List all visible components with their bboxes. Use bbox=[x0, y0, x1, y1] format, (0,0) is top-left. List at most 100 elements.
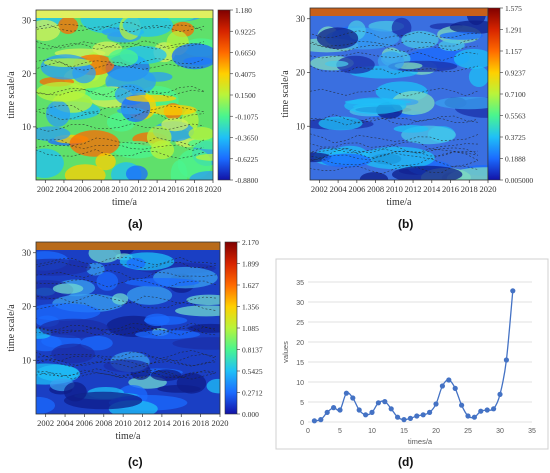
heatmap-blob bbox=[126, 285, 173, 305]
contour-line bbox=[36, 294, 217, 304]
x-tick-label: 2008 bbox=[93, 184, 110, 194]
y-tick-label: 30 bbox=[296, 300, 304, 307]
line-chart-d: 0 5 10 15 20 25 30 35 0 5 10 15 20 25 30 35 times/a value… bbox=[275, 258, 549, 450]
heatmap-blob bbox=[43, 58, 93, 68]
contour-line bbox=[310, 141, 479, 150]
heatmap-blob bbox=[124, 278, 200, 287]
y-tick-label: 10 bbox=[296, 380, 304, 387]
x-tick-label: 2014 bbox=[423, 184, 441, 194]
y-tick-label: 5 bbox=[300, 400, 304, 407]
heatmap-blob bbox=[321, 153, 372, 168]
heatmap-blob bbox=[449, 20, 488, 34]
caption-c: (c) bbox=[128, 455, 143, 469]
contour-line bbox=[36, 322, 217, 331]
y-tick-label: 20 bbox=[296, 68, 306, 78]
data-point bbox=[375, 400, 381, 406]
colorbar-label: 0.9225 bbox=[235, 27, 256, 36]
contour-line bbox=[36, 24, 205, 33]
y-tick-label: 20 bbox=[296, 340, 304, 347]
y-axis-label: time scale/a bbox=[6, 304, 17, 352]
data-point bbox=[510, 288, 516, 294]
caption-a: (a) bbox=[128, 217, 143, 231]
heatmap-blob bbox=[157, 384, 201, 393]
contour-line bbox=[310, 65, 479, 75]
colorbar-label: 0.1888 bbox=[505, 155, 526, 164]
y-tick-label: 10 bbox=[22, 355, 32, 365]
heatmap-blob bbox=[58, 16, 79, 35]
colorbar-label: 1.356 bbox=[242, 303, 259, 312]
colorbar-c bbox=[224, 241, 238, 415]
heatmap-blob bbox=[359, 172, 389, 180]
x-tick-label: 2002 bbox=[311, 184, 328, 194]
x-tick-label: 25 bbox=[464, 428, 472, 435]
data-point bbox=[491, 406, 497, 412]
heatmap-blob bbox=[63, 382, 87, 402]
x-tick-label: 2008 bbox=[95, 418, 112, 428]
colorbar-label: 1.085 bbox=[242, 324, 259, 333]
heatmap-blob bbox=[51, 343, 95, 364]
heatmap-blob bbox=[172, 337, 220, 350]
colorbar-label: 1.575 bbox=[505, 4, 522, 13]
heatmap-blob bbox=[143, 316, 188, 326]
data-point bbox=[337, 407, 343, 413]
data-point bbox=[452, 385, 458, 391]
contour-line bbox=[36, 42, 205, 50]
colorbar-label: 0.000 bbox=[242, 410, 259, 419]
contour-line bbox=[36, 123, 205, 132]
plot-frame-c bbox=[35, 241, 221, 415]
data-point bbox=[311, 418, 317, 424]
x-tick-label: 2004 bbox=[57, 418, 75, 428]
heatmap-blob bbox=[135, 330, 201, 340]
heatmap-blob bbox=[150, 369, 182, 381]
contour-line bbox=[310, 148, 479, 159]
data-point bbox=[439, 383, 445, 389]
heatmap-blob bbox=[318, 116, 363, 131]
x-tick-label: 2010 bbox=[386, 184, 403, 194]
heatmap-blob bbox=[453, 48, 488, 69]
plot-frame-a bbox=[35, 9, 214, 181]
data-point bbox=[446, 377, 452, 383]
contour-line bbox=[36, 61, 205, 71]
caption-b: (b) bbox=[398, 217, 414, 231]
heatmap-top-band bbox=[36, 242, 220, 250]
contour-line bbox=[36, 359, 217, 369]
heatmap-blob bbox=[171, 43, 213, 70]
x-tick-label: 2004 bbox=[330, 184, 348, 194]
contour-line bbox=[36, 85, 205, 96]
contour-line bbox=[36, 256, 217, 266]
colorbar-label: 1.157 bbox=[505, 47, 522, 56]
colorbar-label: 0.5425 bbox=[242, 367, 263, 376]
contour-line bbox=[310, 51, 479, 61]
heatmap-blob bbox=[206, 378, 220, 394]
data-point bbox=[318, 417, 324, 423]
x-tick-label: 30 bbox=[496, 428, 504, 435]
heatmap-blob bbox=[52, 283, 84, 294]
heatmap-blob bbox=[103, 359, 149, 373]
heatmap-blob bbox=[95, 152, 116, 171]
heatmap-top-band bbox=[310, 8, 488, 16]
x-axis-label: time/a bbox=[112, 197, 138, 208]
data-point bbox=[343, 390, 349, 396]
colorbar-label: 0.9237 bbox=[505, 69, 526, 78]
heatmap-blob bbox=[36, 19, 61, 42]
data-point bbox=[484, 407, 490, 413]
colorbar-label: 0.1500 bbox=[235, 91, 256, 100]
heatmap-blob bbox=[45, 100, 71, 127]
contour-line bbox=[310, 30, 479, 40]
x-tick-label: 2016 bbox=[442, 184, 459, 194]
x-tick-label: 2006 bbox=[76, 418, 93, 428]
heatmap-blob bbox=[468, 66, 488, 88]
panel-b: 10 20 30 2002 2004 2006 2008 2010 2012 2014 2016 20… bbox=[275, 0, 550, 236]
heatmap-blob bbox=[117, 107, 145, 115]
heatmap-blob bbox=[149, 104, 197, 116]
x-tick-label: 2006 bbox=[348, 184, 365, 194]
heatmap-blob bbox=[393, 125, 429, 133]
panel-a: 10 20 30 2002 2004 2006 2008 2010 2012 2014 2016 20… bbox=[0, 0, 275, 236]
colorbar-label: 1.627 bbox=[242, 281, 259, 290]
colorbar-label: 0.5563 bbox=[505, 112, 526, 121]
contour-line bbox=[36, 358, 217, 367]
y-tick-label: 25 bbox=[296, 320, 304, 327]
y-axis-label: time scale/a bbox=[6, 71, 17, 119]
heatmap-blob bbox=[187, 323, 220, 333]
